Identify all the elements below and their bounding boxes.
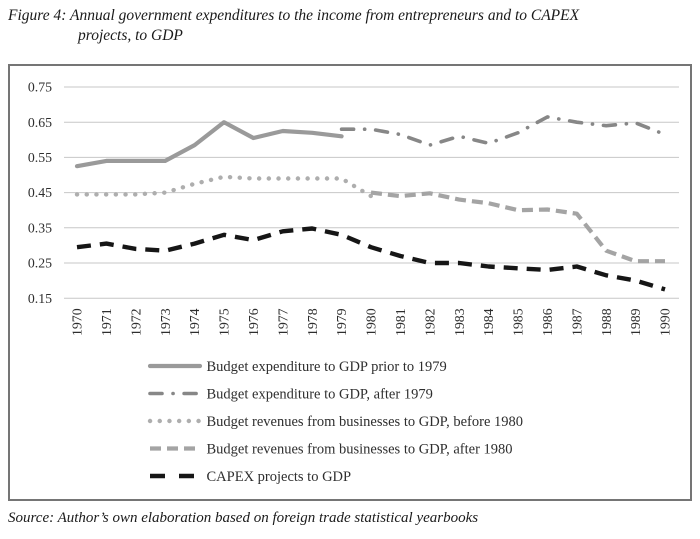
legend-item: Budget expenditure to GDP, after 1979 (148, 387, 433, 403)
legend-label: CAPEX projects to GDP (207, 469, 352, 485)
y-tick-label: 0.55 (28, 150, 52, 165)
x-tick-label: 1984 (481, 308, 496, 336)
series-budget-expenditure-to-gdp-after-1979 (339, 115, 667, 147)
source-note: Source: Author’s own elaboration based o… (8, 510, 479, 526)
x-tick-label: 1982 (422, 308, 437, 336)
x-tick-label: 1977 (275, 308, 290, 336)
series-capex-projects-to-gdp (76, 226, 666, 292)
figure-title-line-2: projects, to GDP (78, 27, 183, 44)
x-tick-label: 1973 (158, 308, 173, 336)
y-axis-labels: 0.75 0.65 0.55 0.45 0.35 0.25 0.15 (28, 80, 52, 306)
x-tick-label: 1972 (128, 308, 143, 336)
x-tick-label: 1989 (628, 308, 643, 336)
y-tick-label: 0.35 (28, 220, 52, 235)
series-budget-expenditure-to-gdp-prior-to-1979 (74, 120, 344, 169)
legend-item: Budget revenues from businesses to GDP, … (150, 442, 513, 458)
x-tick-label: 1979 (334, 308, 349, 336)
legend-item: CAPEX projects to GDP (150, 469, 351, 485)
chart-panel: 0.75 0.65 0.55 0.45 0.35 0.25 0.15 1970 1971 1972… (8, 64, 692, 501)
x-tick-label: 1986 (540, 308, 555, 336)
x-tick-label: 1985 (511, 308, 526, 336)
legend-label: Budget revenues from businesses to GDP, … (207, 414, 524, 430)
series-budget-revenues-from-businesses-to-gdp-after-1980 (370, 190, 665, 264)
y-tick-label: 0.75 (28, 80, 52, 95)
x-axis-labels: 1970 1971 1972 1973 1974 1975 1976 1977 1978 1979… (70, 308, 673, 336)
legend-label: Budget expenditure to GDP prior to 1979 (207, 359, 447, 375)
y-tick-label: 0.15 (28, 291, 52, 306)
x-tick-label: 1974 (187, 308, 202, 336)
x-tick-label: 1981 (393, 308, 408, 336)
figure-title: Figure 4: Annual government expenditures… (0, 0, 700, 46)
x-tick-label: 1980 (364, 308, 379, 336)
x-tick-label: 1970 (70, 308, 85, 336)
x-tick-label: 1975 (217, 308, 232, 336)
figure-title-line-1: Figure 4: Annual government expenditures… (8, 7, 580, 24)
legend-item: Budget expenditure to GDP prior to 1979 (147, 359, 447, 375)
legend-label: Budget revenues from businesses to GDP, … (207, 442, 513, 458)
y-tick-label: 0.25 (28, 256, 52, 271)
y-tick-label: 0.65 (28, 115, 52, 130)
x-tick-label: 1971 (99, 308, 114, 336)
legend-label: Budget expenditure to GDP, after 1979 (207, 387, 433, 403)
chart-svg: 0.75 0.65 0.55 0.45 0.35 0.25 0.15 1970 1971 1972… (28, 80, 679, 485)
legend: Budget expenditure to GDP prior to 1979 B… (147, 359, 524, 485)
y-tick-label: 0.45 (28, 185, 52, 200)
series-budget-revenues-from-businesses-to-gdp-before-1980 (74, 174, 374, 199)
x-tick-label: 1978 (305, 308, 320, 336)
x-tick-label: 1987 (569, 308, 584, 336)
x-tick-label: 1983 (452, 308, 467, 336)
x-tick-label: 1990 (658, 308, 673, 336)
x-tick-label: 1988 (599, 308, 614, 336)
legend-item: Budget revenues from businesses to GDP, … (147, 414, 524, 430)
x-tick-label: 1976 (246, 308, 261, 336)
